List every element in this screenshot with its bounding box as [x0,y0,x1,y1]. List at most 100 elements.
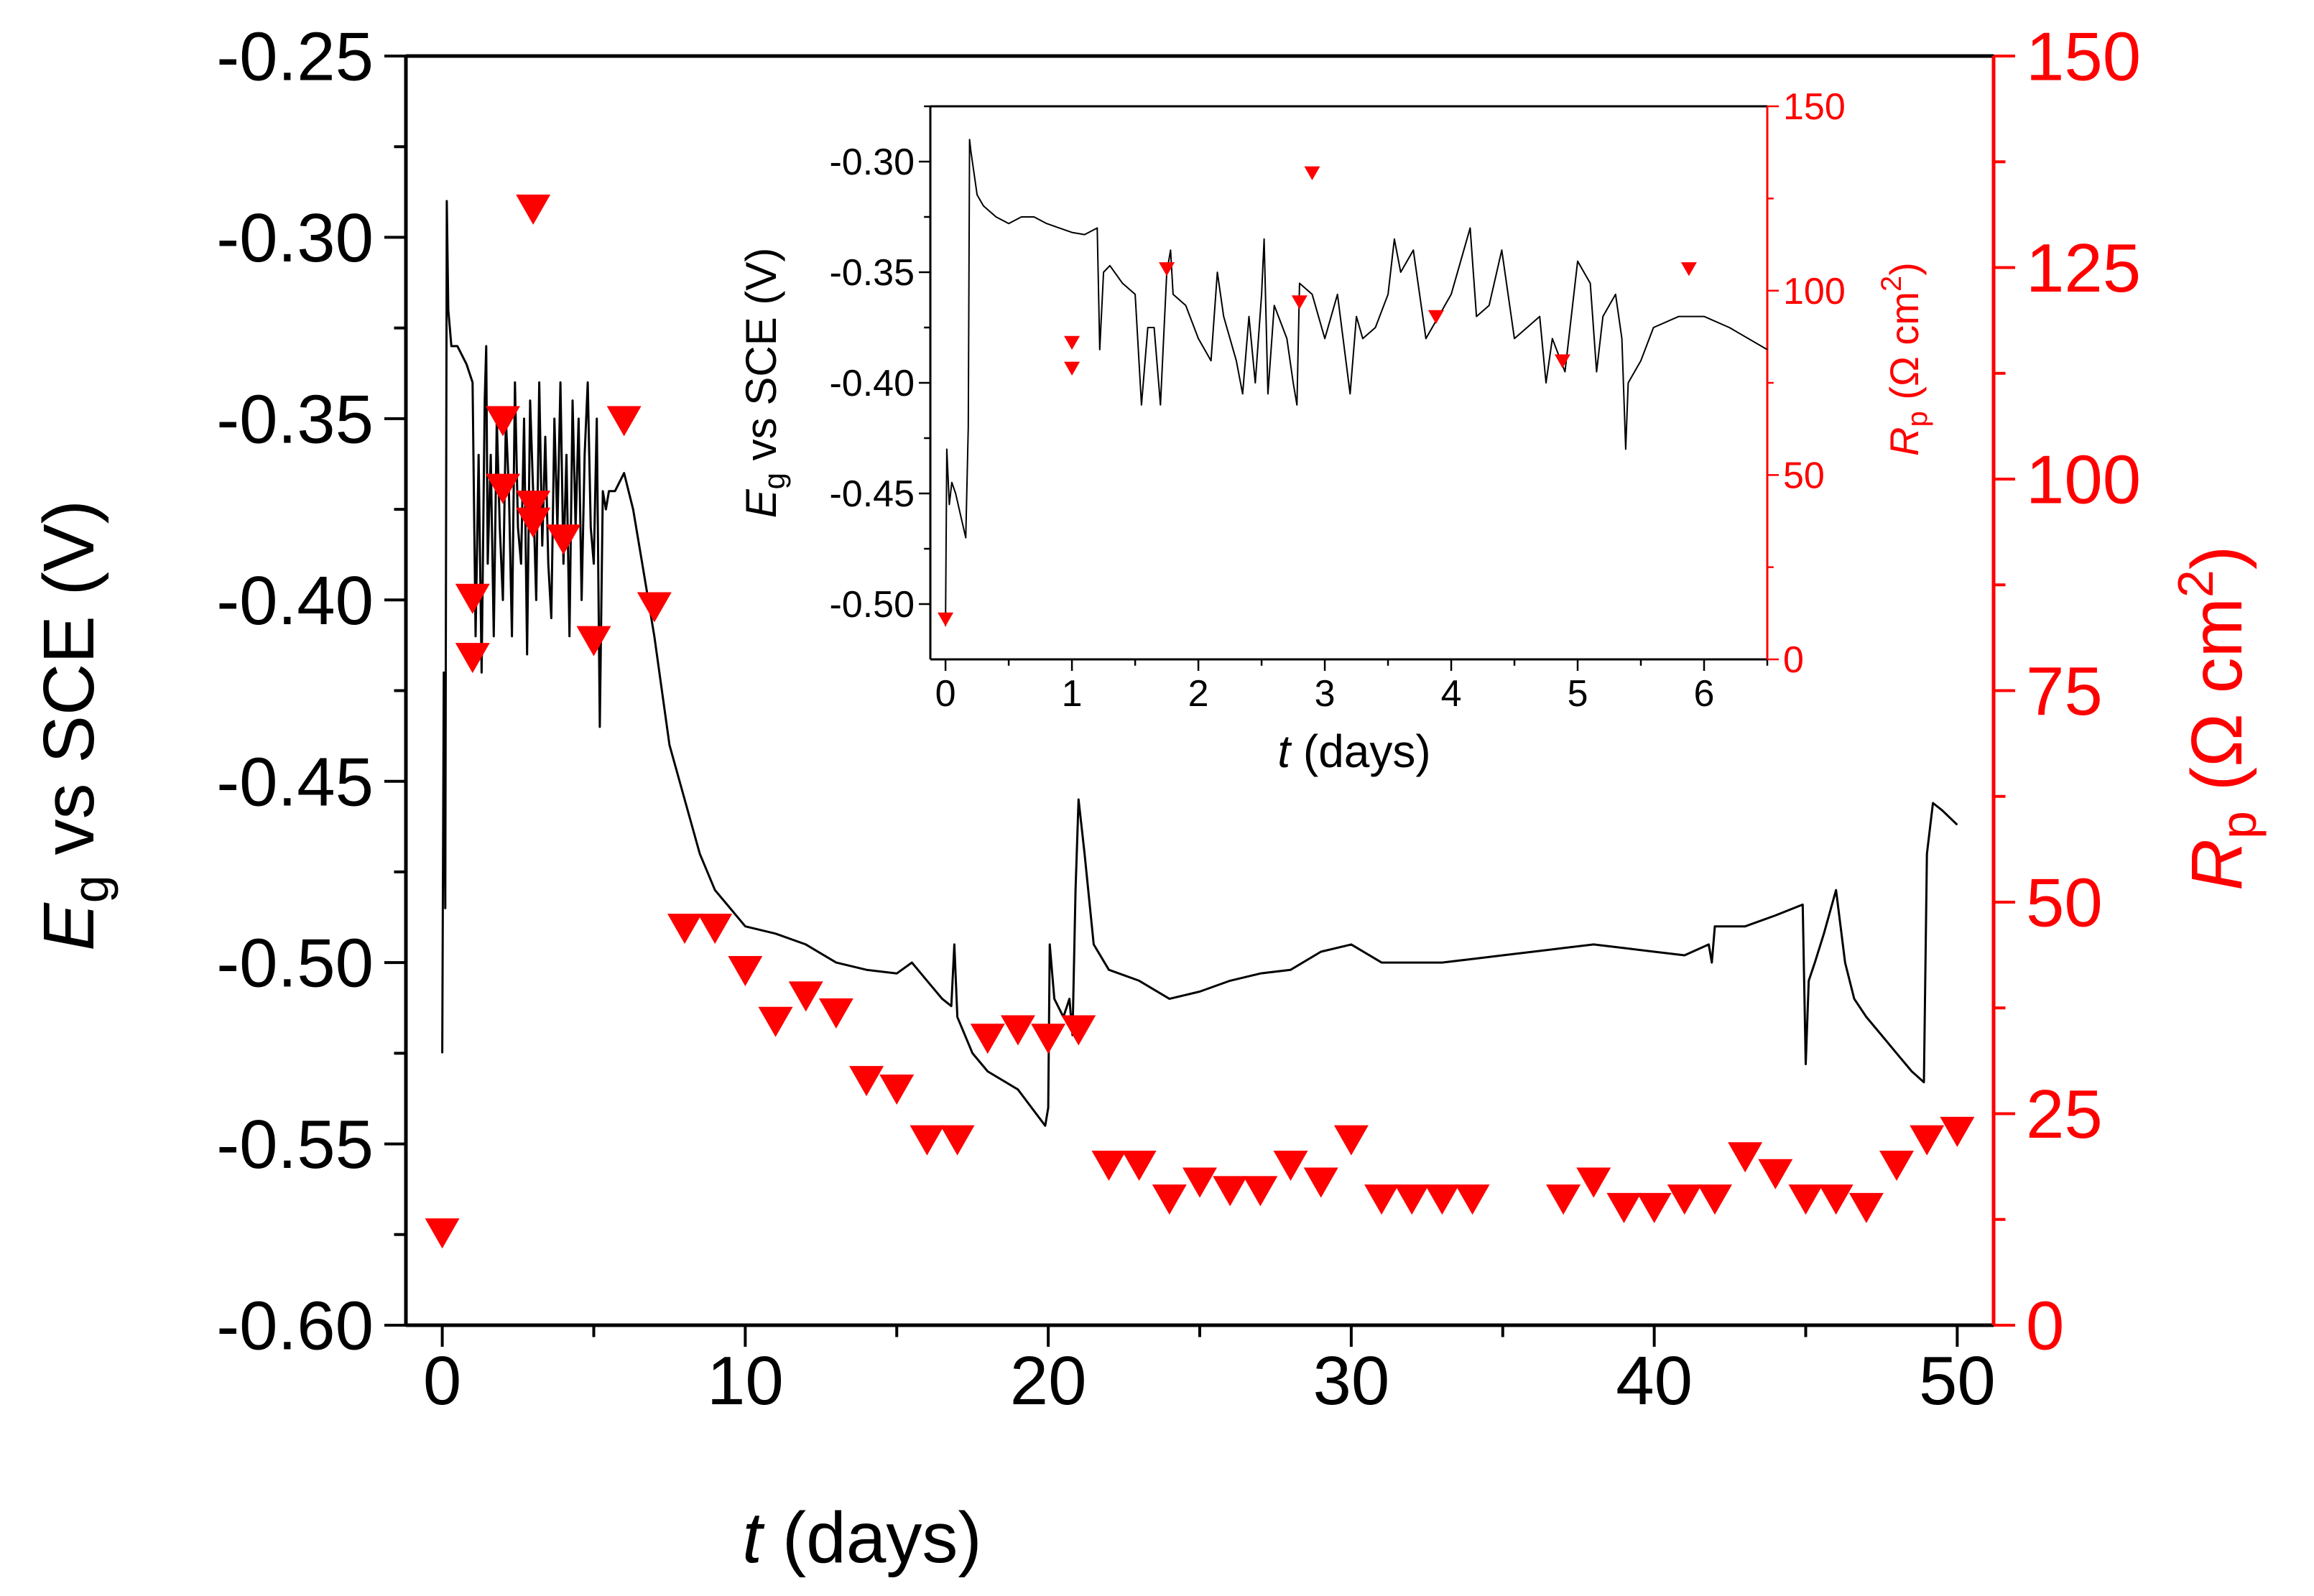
main-y-axis-right-label: Rp (Ω cm2) [2167,546,2267,891]
main-rp-marker [516,194,551,225]
main-rp-marker [1273,1150,1308,1181]
main-rp-marker [1546,1184,1581,1215]
main-yl-tick-label: -0.40 [216,562,374,639]
main-rp-marker [1000,1015,1035,1046]
inset-rp-marker [1064,335,1080,350]
inset-series [938,139,1768,626]
main-rp-marker [455,583,490,614]
main-rp-marker [1667,1184,1702,1215]
main-rp-marker [1879,1150,1915,1181]
inset-x-tick-label: 5 [1568,673,1588,715]
main-rp-marker [1031,1024,1066,1054]
main-rp-marker [1394,1184,1430,1215]
main-x-tick-label: 0 [423,1342,461,1419]
inset-ticks: 0 1 2 3 4 5 6 -0.50 -0.45 -0.40 -0.35 -0.30 0 50 100 15… [829,86,1845,715]
main-rp-marker [698,914,733,945]
main-rp-marker [576,626,611,657]
main-rp-marker [606,406,642,437]
main-rp-marker [1788,1184,1823,1215]
inset-rp-marker [1291,295,1308,310]
main-yr-tick-label: 150 [2026,19,2141,96]
main-rp-marker [1333,1125,1369,1156]
main-rp-marker [1606,1192,1642,1223]
inset-x-tick-label: 1 [1062,673,1083,715]
main-rp-marker [1061,1015,1096,1046]
main-rp-marker [1183,1167,1217,1198]
main-yr-tick-label: 125 [2026,230,2141,307]
main-rp-marker [1728,1142,1763,1173]
main-rp-marker [1425,1184,1460,1215]
main-rp-marker [667,914,703,945]
main-rp-marker [455,643,490,674]
main-rp-marker [425,1218,460,1249]
inset-yr-tick-label: 0 [1783,639,1804,681]
inset-x-tick-label: 0 [935,673,956,715]
main-rp-marker [516,507,551,538]
inset-yl-tick-label: -0.35 [829,252,915,294]
main-yl-tick-label: -0.60 [216,1288,374,1365]
main-yl-tick-label: -0.25 [216,19,374,96]
inset-eg-trace [945,139,1768,626]
inset-yr-tick-label: 150 [1783,86,1846,128]
inset-rp-marker [1680,262,1697,277]
inset-x-axis-label: t (days) [1277,725,1430,777]
inset-yl-tick-label: -0.40 [829,363,915,404]
main-rp-marker [849,1066,884,1097]
main-rp-marker [879,1074,915,1105]
main-rp-marker [728,956,763,987]
main-x-axis-label: t (days) [742,1498,981,1578]
main-yr-tick-label: 75 [2026,653,2103,730]
inset-plot: 0 1 2 3 4 5 6 -0.50 -0.45 -0.40 -0.35 -0.30 0 50 100 15… [737,86,1933,777]
main-rp-marker [910,1125,945,1156]
inset-y-axis-right-label: Rp (Ω cm2) [1876,262,1933,456]
main-rp-marker [1364,1184,1399,1215]
main-ticks: 0 10 20 30 40 50-0.60-0.55-0.50-0.45-0.40-0.3… [216,19,2141,1419]
main-yr-tick-label: 25 [2026,1076,2103,1153]
main-rp-marker [818,998,853,1029]
inset-yr-tick-label: 100 [1783,271,1846,312]
inset-yr-tick-label: 50 [1783,455,1825,497]
inset-yl-tick-label: -0.50 [829,584,915,626]
main-rp-marker [1121,1150,1157,1181]
main-rp-marker [1243,1176,1278,1207]
inset-rp-marker [1064,361,1080,376]
main-yr-tick-label: 100 [2026,442,2141,519]
inset-y-axis-left-label: Eg vs SCE (V) [737,248,791,519]
inset-yl-tick-label: -0.45 [829,473,915,515]
main-rp-marker [1697,1184,1732,1215]
main-x-tick-label: 30 [1313,1342,1389,1419]
main-rp-marker [1455,1184,1490,1215]
inset-rp-marker [1159,262,1175,277]
inset-x-tick-label: 4 [1441,673,1462,715]
main-yr-tick-label: 0 [2026,1288,2064,1365]
inset-rp-marker [1427,310,1444,325]
main-rp-marker [485,406,520,437]
main-rp-marker [1818,1184,1853,1215]
main-yl-tick-label: -0.45 [216,743,374,820]
main-rp-marker [485,473,520,504]
main-yl-tick-label: -0.50 [216,925,374,1002]
main-x-tick-label: 10 [707,1342,784,1419]
main-rp-marker [1303,1167,1338,1198]
main-yl-tick-label: -0.30 [216,200,374,277]
inset-yl-tick-label: -0.30 [829,141,915,183]
inset-x-tick-label: 6 [1694,673,1715,715]
main-rp-marker [788,981,823,1012]
main-y-axis-left-label: Eg vs SCE (V) [29,500,119,951]
inset-rp-marker [1554,354,1570,368]
main-yl-tick-label: -0.35 [216,381,374,458]
main-x-tick-label: 20 [1010,1342,1087,1419]
main-rp-marker [970,1024,1005,1054]
main-rp-marker [637,592,672,623]
main-eg-trace [441,200,1958,1127]
main-rp-marker [758,1006,793,1037]
main-yr-tick-label: 50 [2026,865,2103,942]
main-rp-marker [1758,1159,1793,1189]
main-rp-marker [940,1125,975,1156]
main-plot: 0 10 20 30 40 50-0.60-0.55-0.50-0.45-0.40-0.3… [29,19,2267,1578]
inset-rp-marker [1304,166,1320,180]
main-rp-marker [1213,1176,1248,1207]
main-x-tick-label: 40 [1616,1342,1693,1419]
inset-x-tick-label: 3 [1315,673,1336,715]
